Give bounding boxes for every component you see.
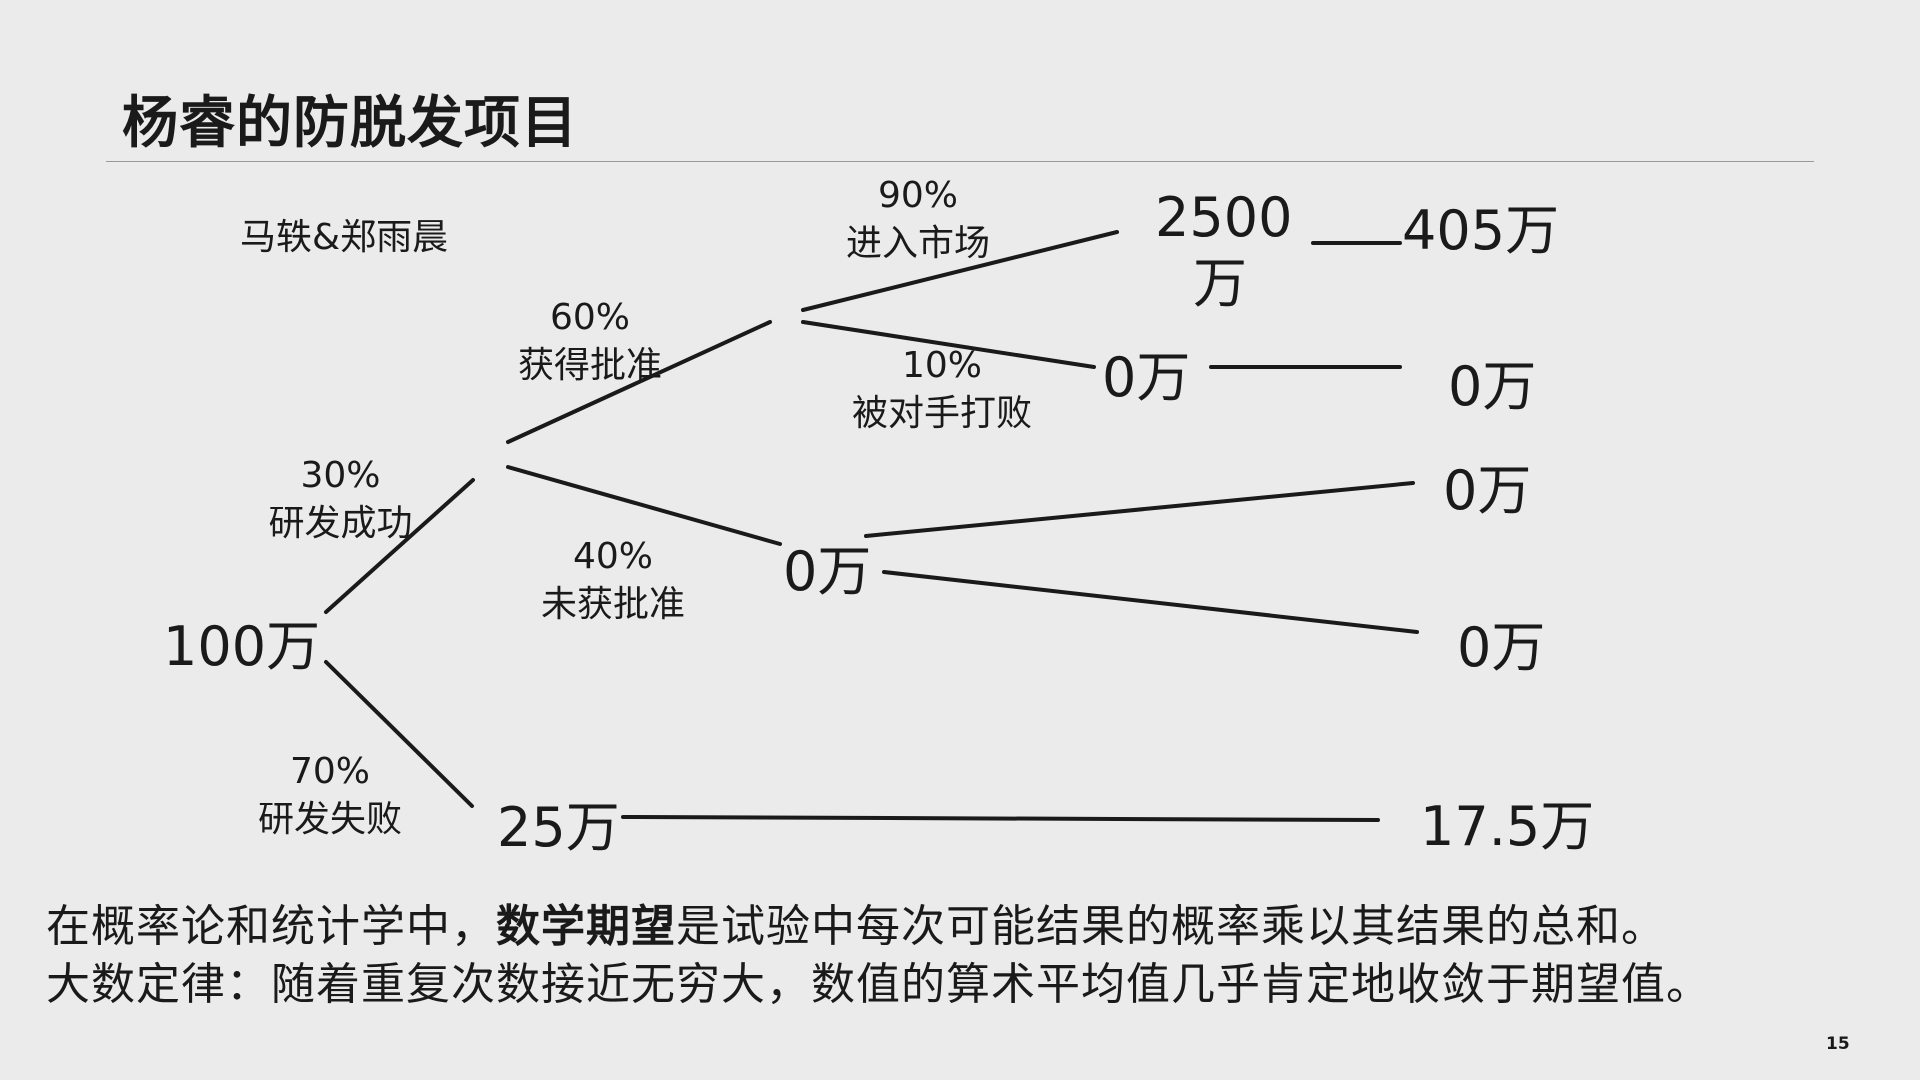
root-node-value: 100万 [163, 615, 321, 678]
edge-rd-success [324, 478, 475, 614]
note-expectation: 在概率论和统计学中，数学期望是试验中每次可能结果的概率乘以其结果的总和。 [46, 890, 1666, 954]
edge-not-approved-b [882, 570, 1419, 634]
branch-rd-success-pct: 30% [300, 455, 381, 496]
branch-rd-success-label: 30% 研发成功 [248, 452, 433, 548]
title-divider [106, 161, 1814, 162]
page-number: 15 [1826, 1034, 1850, 1054]
branch-rd-fail-pct: 70% [289, 751, 370, 792]
branch-rd-fail-text: 研发失败 [257, 799, 402, 840]
branch-approved-label: 60% 获得批准 [500, 294, 680, 390]
branch-not-approved-pct: 40% [572, 536, 653, 577]
edge-fail-expected [621, 815, 1380, 822]
edge-market [801, 230, 1119, 312]
edge-not-approved [506, 465, 782, 546]
note-expectation-prefix: 在概率论和统计学中， [46, 901, 496, 952]
edge-beaten [801, 320, 1096, 369]
branch-not-approved-text: 未获批准 [540, 584, 685, 625]
expected-beaten: 0万 [1448, 355, 1537, 418]
expected-fail: 17.5万 [1420, 795, 1595, 858]
expected-not-approved-b: 0万 [1457, 616, 1546, 679]
branch-approved-text: 获得批准 [517, 345, 662, 386]
edge-rd-fail [324, 660, 474, 808]
branch-beaten-pct: 10% [901, 345, 982, 386]
fail-node-value: 25万 [497, 796, 620, 859]
branch-market-text: 进入市场 [845, 223, 990, 264]
branch-rd-fail-label: 70% 研发失败 [240, 748, 420, 844]
branch-rd-success-text: 研发成功 [268, 503, 413, 544]
branch-beaten-text: 被对手打败 [851, 393, 1032, 434]
note-expectation-term: 数学期望 [496, 901, 676, 952]
note-expectation-suffix: 是试验中每次可能结果的概率乘以其结果的总和。 [676, 901, 1666, 952]
authors: 马轶&郑雨晨 [240, 217, 449, 258]
branch-approved-pct: 60% [549, 297, 630, 338]
branch-market-label: 90% 进入市场 [828, 172, 1008, 268]
branch-beaten-label: 10% 被对手打败 [832, 342, 1052, 438]
expected-not-approved-a: 0万 [1443, 459, 1532, 522]
edge-not-approved-a [864, 481, 1415, 538]
not-approved-node-value: 0万 [783, 540, 872, 603]
branch-not-approved-label: 40% 未获批准 [523, 533, 703, 629]
branch-market-pct: 90% [877, 175, 958, 216]
beaten-node-value: 0万 [1102, 346, 1191, 409]
slide-title: 杨睿的防脱发项目 [122, 91, 578, 156]
expected-market: 405万 [1402, 199, 1560, 262]
market-node-value: 2500万 [1155, 186, 1293, 315]
edge-approved [506, 320, 772, 444]
note-law-of-large-numbers: 大数定律：随着重复次数接近无穷大，数值的算术平均值几乎肯定地收敛于期望值。 [46, 959, 1711, 1010]
